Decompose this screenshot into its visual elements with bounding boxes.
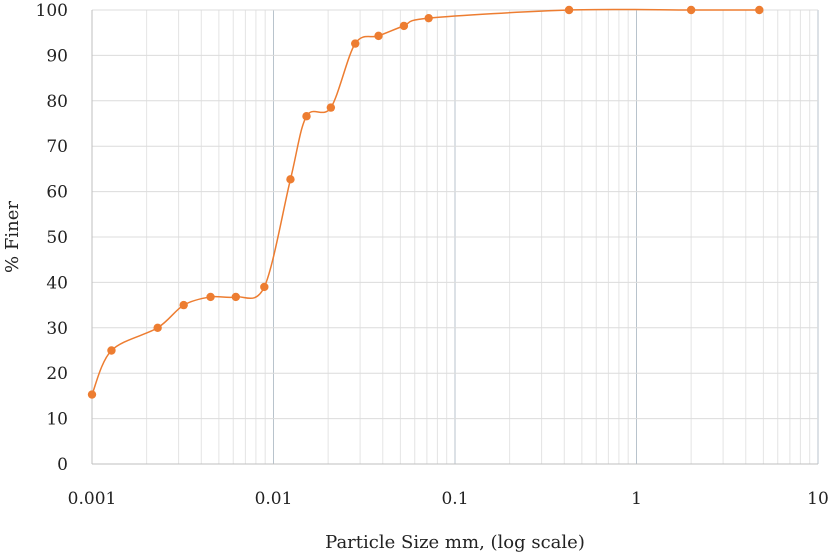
data-point [399, 21, 409, 31]
y-tick-label: 50 [46, 228, 68, 248]
y-tick-label: 60 [46, 183, 68, 203]
x-tick-labels: 0.001 0.01 0.1 1 10 [68, 489, 829, 509]
data-point [107, 346, 116, 355]
y-tick-label: 80 [46, 92, 68, 112]
y-tick-label: 10 [46, 410, 68, 430]
data-point [686, 5, 696, 15]
x-tick-label: 0.001 [68, 489, 117, 509]
data-point [260, 282, 269, 292]
y-tick-label: 40 [46, 273, 68, 293]
data-point [206, 292, 215, 302]
y-tick-label: 0 [57, 455, 68, 475]
data-point [374, 31, 383, 41]
data-point [87, 390, 97, 399]
y-tick-label: 20 [46, 364, 68, 384]
x-axis-title: Particle Size mm, (log scale) [325, 532, 585, 553]
data-point [153, 323, 162, 332]
y-tick-label: 70 [46, 137, 68, 157]
y-tick-labels: 0 10 20 30 40 50 60 70 80 90 100 [36, 1, 68, 475]
data-point [286, 175, 295, 184]
data-point [326, 103, 336, 112]
data-point [302, 112, 311, 121]
y-tick-label: 100 [36, 1, 68, 21]
data-point [564, 5, 574, 15]
data-point [231, 292, 241, 302]
y-tick-label: 90 [46, 46, 68, 66]
x-tick-label: 0.01 [255, 489, 293, 509]
data-point [424, 13, 433, 23]
series-line [91, 8, 760, 395]
x-tick-label: 1 [631, 489, 642, 509]
x-tick-label: 0.1 [441, 489, 468, 509]
data-point [755, 5, 764, 15]
data-point [179, 300, 188, 310]
y-axis-title: % Finer [2, 201, 23, 273]
y-tick-label: 30 [46, 319, 68, 339]
axes [91, 10, 818, 465]
data-points [87, 5, 764, 399]
data-point [351, 39, 360, 48]
grid [91, 9, 819, 465]
x-tick-label: 10 [807, 489, 829, 509]
